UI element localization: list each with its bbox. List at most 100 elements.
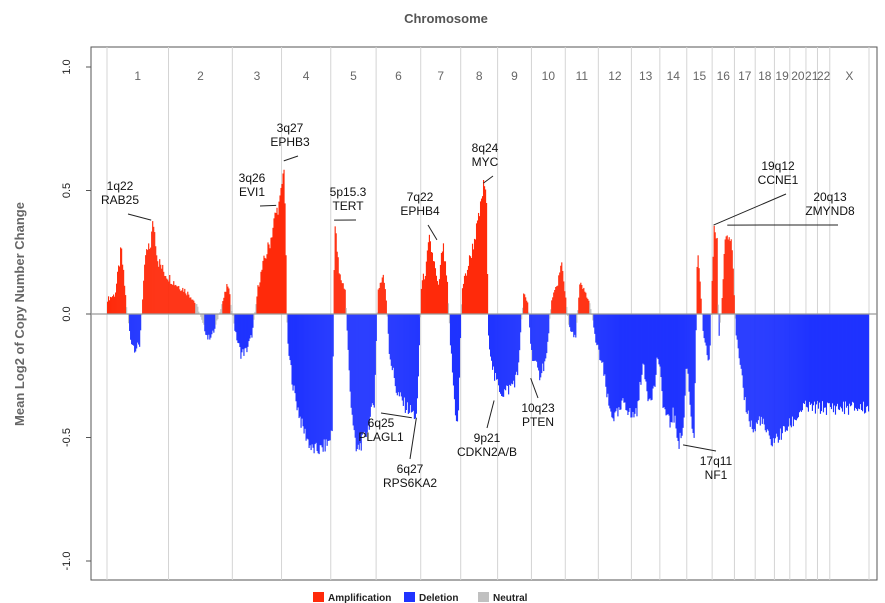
profile-bar: [242, 314, 244, 350]
profile-bar: [788, 314, 790, 419]
profile-bar: [219, 312, 221, 314]
profile-bar: [515, 314, 517, 375]
profile-bar: [418, 314, 420, 346]
profile-bar: [247, 314, 249, 347]
chromosome-label-17: 17: [738, 69, 752, 83]
profile-bar: [621, 314, 623, 401]
profile-bar: [699, 281, 701, 314]
profile-bar: [793, 314, 795, 420]
profile-bar: [228, 288, 230, 314]
profile-bar: [459, 314, 462, 339]
profile-bar: [439, 264, 442, 314]
legend-swatch: [313, 592, 324, 602]
profile-bar: [581, 284, 583, 314]
profile-bar: [723, 253, 725, 314]
profile-bar: [330, 314, 332, 431]
profile-bar: [755, 314, 757, 423]
profile-bar: [267, 242, 269, 314]
profile-bar: [551, 300, 553, 314]
profile-bar: [185, 293, 187, 314]
profile-bar: [107, 301, 109, 314]
profile-bar: [388, 314, 390, 354]
profile-bar: [709, 314, 711, 346]
profile-bar: [187, 291, 189, 314]
profile-bar: [119, 266, 121, 314]
profile-bar: [108, 296, 110, 314]
profile-bar: [160, 264, 162, 314]
profile-bar: [778, 314, 780, 440]
profile-bar: [570, 314, 572, 332]
profile-bar: [772, 314, 774, 439]
annotation-text: CCNE1: [758, 173, 799, 187]
profile-bar: [859, 314, 862, 405]
profile-bar: [140, 314, 142, 331]
profile-bar: [803, 314, 805, 405]
profile-bar: [347, 314, 349, 350]
profile-bar: [683, 314, 685, 418]
profile-bar: [435, 275, 438, 314]
annotation-text: 3q26: [239, 171, 266, 185]
profile-bar: [144, 264, 146, 314]
y-tick-labels: 1.0 0.5 0.0 -0.5 -1.0: [61, 59, 91, 570]
profile-bar: [442, 243, 445, 314]
profile-bar: [486, 273, 489, 314]
profile-bar: [309, 314, 311, 446]
annotation-text: PLAGL1: [358, 430, 404, 444]
profile-bar: [649, 314, 651, 399]
profile-bar: [636, 314, 638, 417]
profile-bar: [697, 255, 699, 314]
profile-bar: [590, 309, 592, 314]
profile-bar: [268, 244, 270, 314]
profile-bar: [514, 314, 516, 388]
profile-bar: [598, 314, 600, 350]
profile-bar: [252, 314, 254, 328]
profile-bar: [278, 201, 280, 314]
profile-bar: [358, 314, 360, 450]
profile-bar: [625, 314, 627, 411]
profile-bar: [205, 314, 207, 335]
profile-bar: [433, 261, 436, 314]
profile-bar: [704, 314, 706, 343]
profile-bar: [846, 314, 849, 406]
profile-bar: [832, 314, 835, 413]
profile-bar: [296, 314, 298, 411]
profile-bar: [193, 300, 195, 314]
profile-bar: [340, 280, 342, 314]
legend-label: Neutral: [493, 593, 528, 603]
profile-bar: [283, 169, 285, 314]
profile-bar: [373, 314, 375, 408]
profile-bar: [782, 314, 784, 426]
profile-bar: [681, 314, 683, 436]
profile-bar: [407, 314, 409, 414]
profile-bar: [794, 314, 796, 420]
profile-bar: [196, 303, 198, 314]
profile-bar: [111, 297, 113, 314]
profile-bar: [734, 314, 736, 319]
annotation-text: MYC: [472, 155, 499, 169]
profile-bar: [513, 314, 515, 381]
profile-bar: [179, 289, 181, 314]
profile-bar: [369, 314, 371, 417]
profile-bar: [414, 314, 416, 419]
annotation-text: 3q27: [277, 121, 304, 135]
profile-bar: [444, 261, 447, 314]
profile-bar: [323, 314, 325, 440]
profile-bar: [691, 314, 693, 429]
profile-bar: [282, 173, 284, 314]
profile-bar: [383, 282, 385, 314]
profile-bar: [248, 314, 250, 342]
profile-bar: [325, 314, 327, 440]
profile-bar: [555, 286, 557, 314]
y-tick-label: 1.0: [61, 59, 73, 74]
profile-bar: [638, 314, 640, 401]
profile-bar: [614, 314, 616, 413]
profile-bar: [505, 314, 507, 391]
profile-bar: [313, 314, 315, 454]
profile-bar: [693, 314, 695, 438]
profile-bar: [640, 314, 642, 385]
profile-bar: [166, 278, 168, 314]
profile-bar: [626, 314, 628, 411]
profile-bar: [221, 304, 223, 314]
y-tick-label: -0.5: [61, 428, 73, 447]
